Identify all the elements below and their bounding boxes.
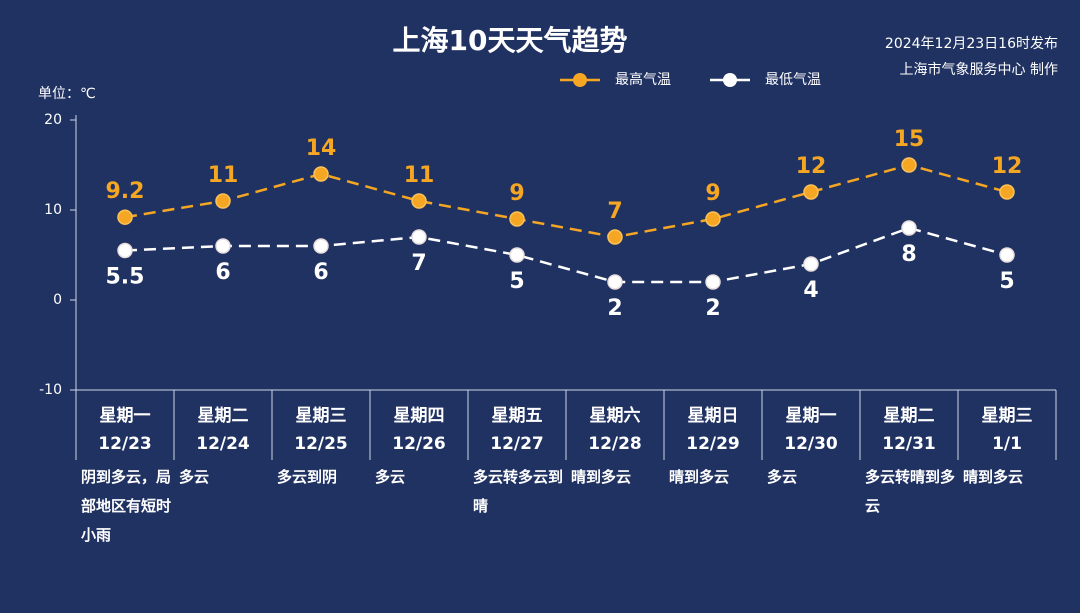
series-line xyxy=(124,163,1008,239)
date-label: 12/28 xyxy=(588,434,642,454)
date-label: 12/31 xyxy=(882,434,936,454)
point xyxy=(509,211,525,227)
point xyxy=(999,184,1015,200)
data-label: 2 xyxy=(705,296,720,321)
date-label: 12/26 xyxy=(392,434,446,454)
weather-text: 多云到阴 xyxy=(277,468,338,486)
x-tick-label: 星期日 xyxy=(688,406,739,426)
data-label: 6 xyxy=(313,260,328,285)
point xyxy=(901,157,917,173)
point xyxy=(117,242,133,259)
point xyxy=(411,229,427,245)
point xyxy=(901,220,917,236)
data-label: 5.5 xyxy=(106,265,145,290)
publish-time: 2024年12月23日16时发布 xyxy=(885,36,1058,52)
data-label: 9 xyxy=(509,181,524,206)
x-tick-label: 星期二 xyxy=(198,406,249,426)
data-label: 8 xyxy=(901,242,916,267)
point xyxy=(215,238,231,254)
legend-marker xyxy=(723,73,737,87)
data-label: 6 xyxy=(215,260,230,285)
point xyxy=(803,256,819,272)
weather-text: 多云 xyxy=(767,468,798,486)
point xyxy=(117,209,133,225)
data-label: 15 xyxy=(894,127,925,152)
data-label: 7 xyxy=(411,251,426,276)
x-tick-label: 星期六 xyxy=(590,405,641,426)
legend-label: 最低气温 xyxy=(765,72,821,88)
date-label: 12/24 xyxy=(196,434,250,454)
point xyxy=(215,193,231,209)
point xyxy=(313,238,329,254)
date-label: 12/25 xyxy=(294,434,348,454)
point xyxy=(705,274,721,290)
data-label: 12 xyxy=(796,154,827,179)
data-label: 9.2 xyxy=(106,179,145,204)
weather-text: 阴到多云，局部地区有短时小雨 xyxy=(81,468,172,544)
x-tick-label: 星期三 xyxy=(296,406,347,426)
producer: 上海市气象服务中心 制作 xyxy=(900,61,1058,78)
data-label: 7 xyxy=(607,199,622,224)
weather-text: 晴到多云 xyxy=(571,468,632,486)
weather-text: 多云 xyxy=(179,468,210,486)
y-tick-label: 10 xyxy=(44,202,62,218)
data-label: 11 xyxy=(208,163,239,188)
point xyxy=(509,247,525,263)
data-label: 2 xyxy=(607,296,622,321)
point xyxy=(411,193,427,209)
data-label: 11 xyxy=(404,163,435,188)
point xyxy=(999,247,1015,263)
x-tick-label: 星期三 xyxy=(982,406,1033,426)
data-label: 9 xyxy=(705,181,720,206)
data-label: 4 xyxy=(803,278,818,303)
point xyxy=(607,274,623,290)
point xyxy=(803,184,819,200)
date-label: 12/27 xyxy=(490,434,544,454)
point xyxy=(607,229,623,245)
y-axis-label: 单位：℃ xyxy=(38,86,96,102)
date-label: 12/23 xyxy=(98,434,152,454)
weather-text: 多云 xyxy=(375,468,406,486)
chart-title: 上海10天天气趋势 xyxy=(393,24,628,57)
data-label: 5 xyxy=(999,269,1014,294)
weather-text: 晴到多云 xyxy=(963,468,1024,486)
weather-text: 多云转晴到多云 xyxy=(865,468,956,515)
x-tick-label: 星期一 xyxy=(786,406,837,426)
x-tick-label: 星期一 xyxy=(100,406,151,426)
data-label: 5 xyxy=(509,269,524,294)
weather-text: 晴到多云 xyxy=(669,468,730,486)
date-label: 12/30 xyxy=(784,434,838,454)
y-tick-label: -10 xyxy=(39,382,62,398)
series-line xyxy=(124,226,1008,284)
weather-text: 多云转多云到晴 xyxy=(473,468,564,515)
y-tick-label: 20 xyxy=(44,112,62,128)
x-tick-label: 星期四 xyxy=(394,406,445,426)
point xyxy=(313,166,329,182)
date-label: 1/1 xyxy=(992,434,1022,454)
data-label: 14 xyxy=(306,136,337,161)
date-label: 12/29 xyxy=(686,434,740,454)
y-tick-label: 0 xyxy=(53,292,62,308)
data-label: 12 xyxy=(992,154,1023,179)
x-tick-label: 星期五 xyxy=(492,406,543,426)
legend-label: 最高气温 xyxy=(615,71,671,88)
legend-marker xyxy=(573,73,587,87)
x-tick-label: 星期二 xyxy=(884,406,935,426)
point xyxy=(705,211,721,227)
